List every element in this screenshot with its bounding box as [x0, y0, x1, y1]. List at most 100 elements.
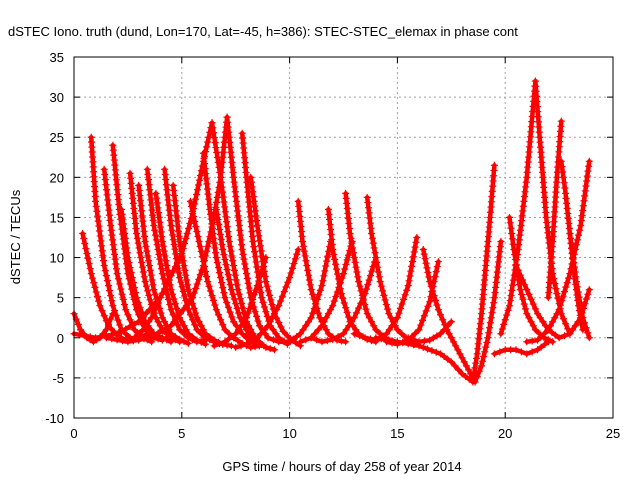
data-point [141, 238, 149, 246]
data-point [352, 263, 360, 271]
data-point [426, 278, 434, 286]
data-point [259, 298, 267, 306]
data-point [382, 301, 390, 309]
data-point [409, 253, 417, 261]
data-point [144, 322, 152, 330]
data-point [213, 193, 221, 201]
data-point [167, 221, 175, 229]
data-point [279, 327, 287, 335]
data-point [368, 229, 376, 237]
data-point [552, 285, 560, 293]
data-point [366, 272, 374, 280]
data-point [123, 249, 131, 257]
data-point [150, 310, 158, 318]
data-point [226, 242, 234, 250]
data-point [109, 302, 117, 310]
data-point [262, 308, 270, 316]
data-point [242, 265, 250, 273]
data-point [364, 281, 372, 289]
data-point [318, 282, 326, 290]
data-point [264, 322, 272, 330]
data-series-15 [186, 197, 263, 351]
data-point [180, 322, 188, 330]
data-point [471, 378, 479, 386]
data-point [222, 261, 230, 269]
data-point [142, 242, 150, 250]
data-point [124, 254, 132, 262]
data-point [284, 278, 292, 286]
data-point [333, 265, 341, 273]
data-point [251, 253, 259, 261]
data-point [96, 227, 104, 235]
data-point [158, 334, 166, 342]
data-point [525, 290, 533, 298]
data-point [158, 238, 166, 246]
data-point [212, 144, 220, 152]
data-point [377, 282, 385, 290]
data-point [93, 207, 101, 215]
data-point [151, 231, 159, 239]
data-point [506, 302, 514, 310]
data-point [544, 336, 552, 344]
data-point [429, 287, 437, 295]
data-point [255, 232, 263, 240]
data-point [383, 330, 391, 338]
data-point [437, 330, 445, 338]
data-point [225, 238, 233, 246]
data-point [236, 314, 244, 322]
data-point [451, 362, 459, 370]
data-point [577, 303, 585, 311]
data-point [275, 302, 283, 310]
data-point [347, 242, 355, 250]
data-point [485, 329, 493, 337]
data-point [420, 337, 428, 345]
data-point [260, 258, 268, 266]
data-point [203, 247, 211, 255]
data-point [323, 257, 331, 265]
data-point [118, 290, 126, 298]
data-point [197, 322, 205, 330]
data-point [230, 318, 238, 326]
data-point [359, 294, 367, 302]
data-point [196, 243, 204, 251]
data-point [154, 204, 162, 212]
data-point [170, 318, 178, 326]
data-point [213, 259, 221, 267]
data-point [330, 250, 338, 258]
data-point [146, 266, 154, 274]
data-point [330, 297, 338, 305]
data-point [97, 333, 105, 341]
data-point [246, 289, 254, 297]
data-point [247, 178, 255, 186]
data-point [213, 198, 221, 206]
data-point [74, 320, 82, 328]
data-point [92, 288, 100, 296]
data-point [260, 303, 268, 311]
data-point [244, 279, 252, 287]
data-point [182, 302, 190, 310]
data-point [400, 295, 408, 303]
data-point [323, 337, 331, 345]
data-point [507, 291, 515, 299]
data-point [166, 301, 174, 309]
data-point [404, 334, 412, 342]
data-point [558, 163, 566, 171]
data-point [169, 231, 177, 239]
data-point [356, 332, 364, 340]
data-point [140, 335, 148, 343]
data-point [130, 320, 138, 328]
data-point [189, 333, 197, 341]
data-point [211, 301, 219, 309]
data-point [558, 297, 566, 305]
data-point [165, 276, 173, 284]
data-series-46 [566, 229, 593, 342]
data-series-25 [294, 197, 350, 346]
data-point [433, 263, 441, 271]
data-point [434, 258, 442, 266]
data-point [167, 322, 175, 330]
data-point [173, 258, 181, 266]
data-point [569, 254, 577, 262]
data-point [213, 210, 221, 218]
data-point [239, 250, 247, 258]
data-point [320, 272, 328, 280]
